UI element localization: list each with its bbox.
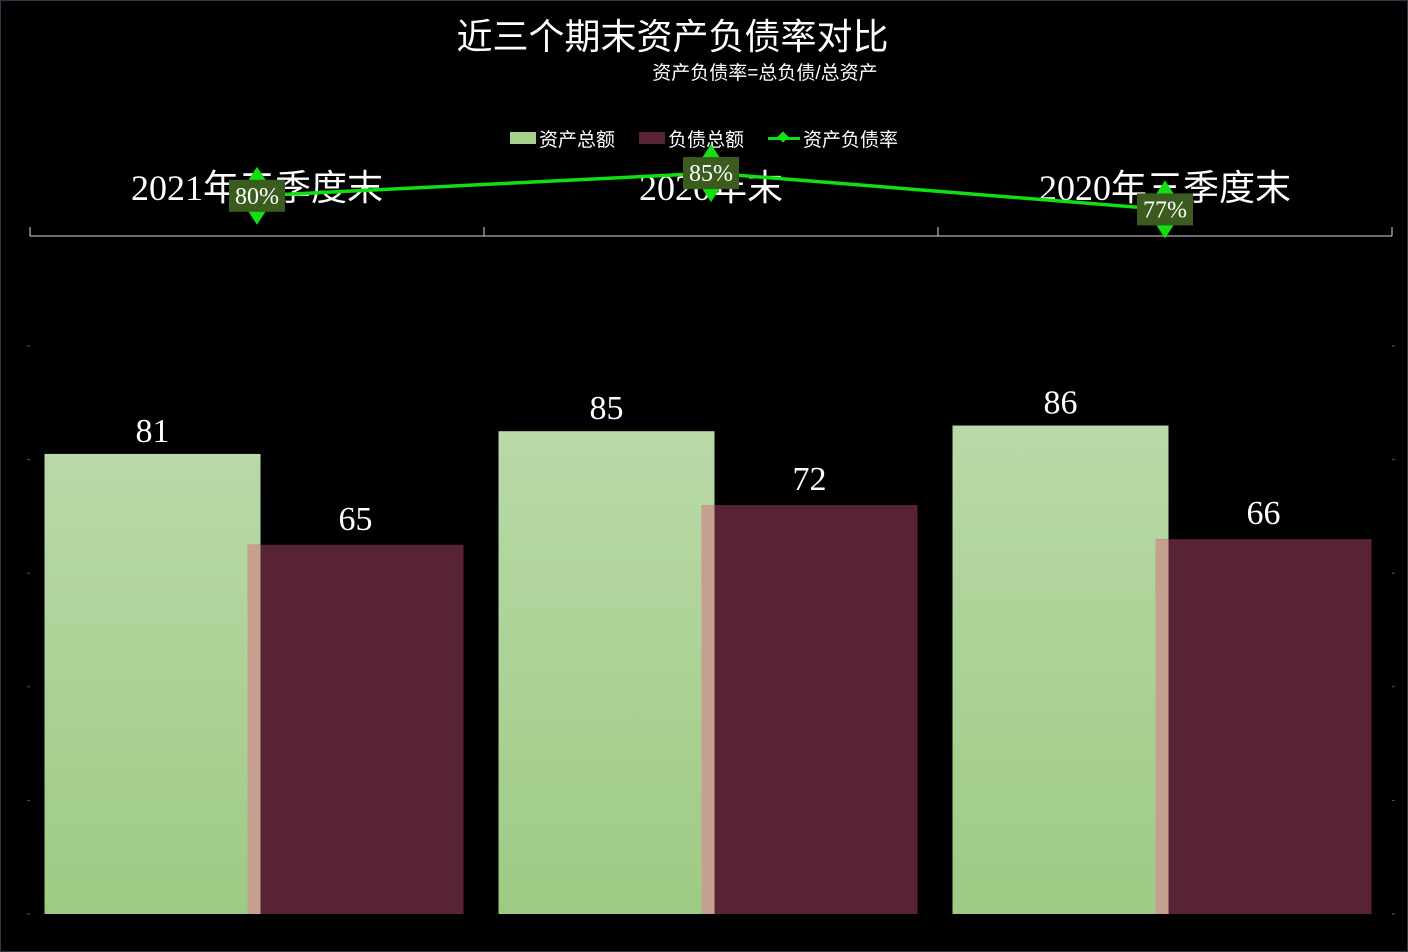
legend-swatch-ratio bbox=[768, 132, 800, 144]
bar-liabilities bbox=[247, 544, 464, 914]
data-label-assets: 81 bbox=[136, 413, 170, 450]
data-label-ratio: 80% bbox=[235, 184, 279, 210]
legend-label-liabilities: 负债总额 bbox=[667, 129, 744, 151]
data-label-assets: 85 bbox=[590, 390, 624, 427]
legend-swatch-liabilities bbox=[638, 132, 665, 144]
legend-label-assets: 资产总额 bbox=[538, 129, 615, 151]
legend-swatch-assets bbox=[509, 132, 536, 144]
chart-title: 近三个期末资产负债率对比 bbox=[456, 17, 889, 57]
data-label-liabilities: 65 bbox=[339, 501, 373, 538]
bar-liabilities bbox=[1155, 539, 1372, 914]
data-label-liabilities: 66 bbox=[1247, 495, 1281, 532]
bar-liabilities bbox=[701, 505, 918, 914]
bar-assets bbox=[44, 453, 261, 914]
bar-overlap bbox=[1155, 539, 1169, 914]
legend-item-liabilities: 负债总额 bbox=[638, 126, 744, 151]
bar-overlap bbox=[247, 544, 261, 914]
chart-subtitle: 资产负债率=总负债/总资产 bbox=[652, 63, 878, 84]
legend: 资产总额 负债总额 资产负债率 bbox=[0, 126, 1408, 151]
data-label-liabilities: 72 bbox=[793, 461, 827, 498]
data-label-assets: 86 bbox=[1044, 385, 1078, 422]
bar-assets bbox=[952, 425, 1169, 914]
legend-item-ratio: 资产负债率 bbox=[768, 126, 899, 151]
ratio-label-box bbox=[683, 157, 739, 190]
legend-item-assets: 资产总额 bbox=[509, 126, 615, 151]
bar-assets bbox=[498, 431, 715, 914]
ratio-label-box bbox=[229, 179, 285, 212]
bar-overlap bbox=[701, 505, 715, 914]
data-label-ratio: 85% bbox=[689, 161, 733, 187]
ratio-label-box bbox=[1137, 193, 1193, 226]
data-label-ratio: 77% bbox=[1143, 197, 1187, 223]
legend-label-ratio: 资产负债率 bbox=[803, 129, 899, 151]
